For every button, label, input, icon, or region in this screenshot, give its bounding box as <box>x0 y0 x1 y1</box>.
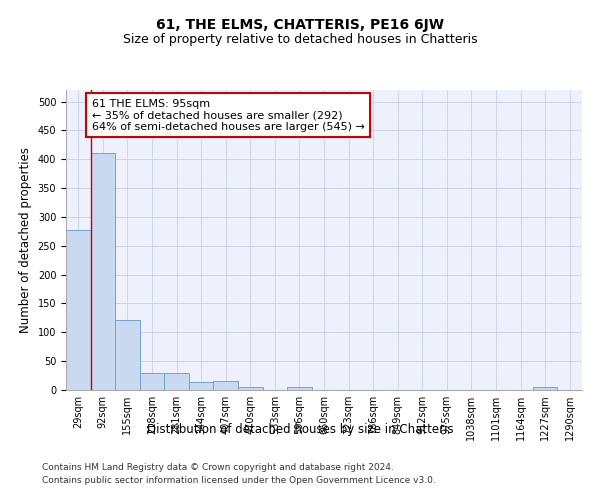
Y-axis label: Number of detached properties: Number of detached properties <box>19 147 32 333</box>
Bar <box>238 387 263 390</box>
Bar <box>214 381 238 390</box>
Text: Distribution of detached houses by size in Chatteris: Distribution of detached houses by size … <box>146 422 454 436</box>
Text: Size of property relative to detached houses in Chatteris: Size of property relative to detached ho… <box>122 32 478 46</box>
Text: 61, THE ELMS, CHATTERIS, PE16 6JW: 61, THE ELMS, CHATTERIS, PE16 6JW <box>156 18 444 32</box>
Bar <box>140 372 164 390</box>
Bar <box>164 372 189 390</box>
Bar <box>115 320 140 390</box>
Bar <box>91 154 115 390</box>
Text: Contains public sector information licensed under the Open Government Licence v3: Contains public sector information licen… <box>42 476 436 485</box>
Bar <box>287 387 312 390</box>
Text: Contains HM Land Registry data © Crown copyright and database right 2024.: Contains HM Land Registry data © Crown c… <box>42 462 394 471</box>
Text: 61 THE ELMS: 95sqm
← 35% of detached houses are smaller (292)
64% of semi-detach: 61 THE ELMS: 95sqm ← 35% of detached hou… <box>92 98 365 132</box>
Bar <box>533 387 557 390</box>
Bar <box>189 382 214 390</box>
Bar <box>66 230 91 390</box>
